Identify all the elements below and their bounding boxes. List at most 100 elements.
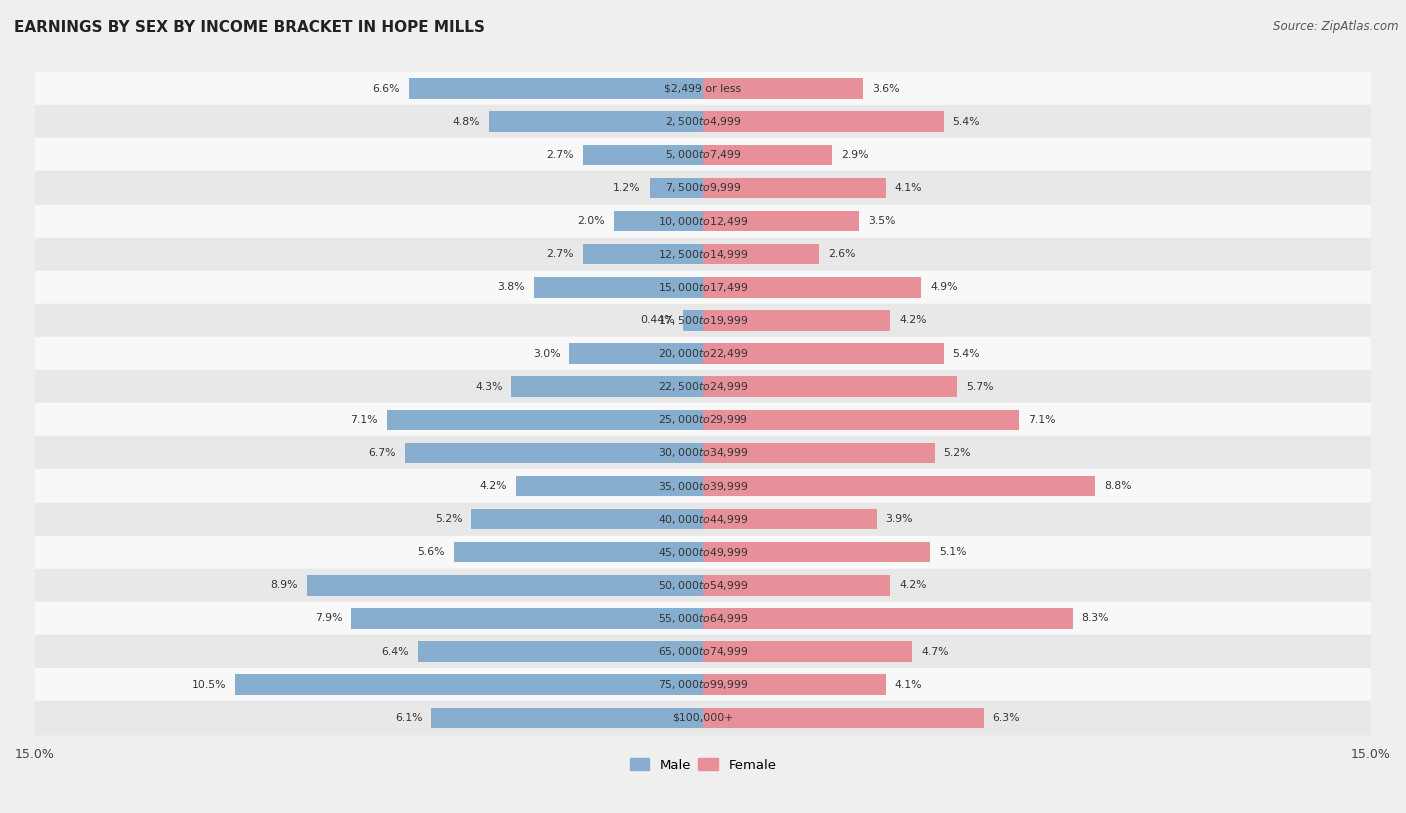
- Text: EARNINGS BY SEX BY INCOME BRACKET IN HOPE MILLS: EARNINGS BY SEX BY INCOME BRACKET IN HOP…: [14, 20, 485, 35]
- Text: 8.9%: 8.9%: [270, 580, 298, 590]
- Bar: [35, 72, 1371, 105]
- Bar: [703, 476, 1095, 496]
- Bar: [35, 205, 1371, 237]
- Bar: [703, 244, 818, 264]
- Text: Source: ZipAtlas.com: Source: ZipAtlas.com: [1274, 20, 1399, 33]
- Text: 0.44%: 0.44%: [640, 315, 675, 325]
- Text: $75,000 to $99,999: $75,000 to $99,999: [658, 678, 748, 691]
- Bar: [703, 641, 912, 662]
- Bar: [582, 244, 703, 264]
- Text: $50,000 to $54,999: $50,000 to $54,999: [658, 579, 748, 592]
- Text: $17,500 to $19,999: $17,500 to $19,999: [658, 314, 748, 327]
- Bar: [35, 271, 1371, 304]
- Text: 4.7%: 4.7%: [921, 646, 949, 657]
- Bar: [489, 111, 703, 132]
- Bar: [35, 138, 1371, 172]
- Bar: [35, 337, 1371, 370]
- Text: 8.3%: 8.3%: [1081, 614, 1109, 624]
- Bar: [35, 569, 1371, 602]
- Text: 4.8%: 4.8%: [453, 117, 481, 127]
- Text: 2.9%: 2.9%: [841, 150, 869, 160]
- Bar: [35, 702, 1371, 734]
- Bar: [650, 178, 703, 198]
- Text: $22,500 to $24,999: $22,500 to $24,999: [658, 380, 748, 393]
- Bar: [703, 343, 943, 363]
- Text: 4.1%: 4.1%: [894, 183, 922, 193]
- Bar: [703, 707, 984, 728]
- Text: 5.4%: 5.4%: [952, 349, 980, 359]
- Text: 4.2%: 4.2%: [479, 481, 508, 491]
- Text: 4.2%: 4.2%: [898, 580, 927, 590]
- Text: 6.6%: 6.6%: [373, 84, 401, 93]
- Text: 5.2%: 5.2%: [943, 448, 972, 458]
- Text: 5.6%: 5.6%: [418, 547, 444, 557]
- Bar: [35, 172, 1371, 205]
- Text: 6.4%: 6.4%: [381, 646, 409, 657]
- Text: $40,000 to $44,999: $40,000 to $44,999: [658, 513, 748, 526]
- Bar: [703, 178, 886, 198]
- Text: 6.1%: 6.1%: [395, 713, 422, 723]
- Text: $10,000 to $12,499: $10,000 to $12,499: [658, 215, 748, 228]
- Bar: [35, 536, 1371, 569]
- Text: $45,000 to $49,999: $45,000 to $49,999: [658, 546, 748, 559]
- Text: $65,000 to $74,999: $65,000 to $74,999: [658, 645, 748, 658]
- Text: 4.2%: 4.2%: [898, 315, 927, 325]
- Text: $15,000 to $17,499: $15,000 to $17,499: [658, 280, 748, 293]
- Text: $20,000 to $22,499: $20,000 to $22,499: [658, 347, 748, 360]
- Text: $2,500 to $4,999: $2,500 to $4,999: [665, 115, 741, 128]
- Bar: [614, 211, 703, 232]
- Bar: [454, 542, 703, 563]
- Text: 6.3%: 6.3%: [993, 713, 1019, 723]
- Text: 4.3%: 4.3%: [475, 381, 502, 392]
- Bar: [703, 145, 832, 165]
- Text: 7.1%: 7.1%: [1028, 415, 1056, 424]
- Bar: [352, 608, 703, 628]
- Bar: [35, 105, 1371, 138]
- Text: 5.1%: 5.1%: [939, 547, 966, 557]
- Text: $55,000 to $64,999: $55,000 to $64,999: [658, 612, 748, 625]
- Bar: [512, 376, 703, 397]
- Bar: [35, 668, 1371, 702]
- Text: 7.9%: 7.9%: [315, 614, 342, 624]
- Text: $2,499 or less: $2,499 or less: [665, 84, 741, 93]
- Bar: [35, 469, 1371, 502]
- Bar: [703, 410, 1019, 430]
- Text: 3.6%: 3.6%: [872, 84, 900, 93]
- Bar: [703, 675, 886, 695]
- Text: 2.6%: 2.6%: [828, 250, 855, 259]
- Text: 5.4%: 5.4%: [952, 117, 980, 127]
- Bar: [35, 437, 1371, 469]
- Bar: [569, 343, 703, 363]
- Text: 3.5%: 3.5%: [868, 216, 896, 226]
- Bar: [703, 442, 935, 463]
- Text: 3.0%: 3.0%: [533, 349, 561, 359]
- Bar: [35, 635, 1371, 668]
- Text: 8.8%: 8.8%: [1104, 481, 1132, 491]
- Bar: [35, 370, 1371, 403]
- Bar: [35, 602, 1371, 635]
- Text: 6.7%: 6.7%: [368, 448, 395, 458]
- Text: 3.9%: 3.9%: [886, 514, 912, 524]
- Text: 5.7%: 5.7%: [966, 381, 993, 392]
- Bar: [235, 675, 703, 695]
- Bar: [703, 111, 943, 132]
- Text: 5.2%: 5.2%: [434, 514, 463, 524]
- Bar: [703, 376, 957, 397]
- Bar: [418, 641, 703, 662]
- Bar: [703, 509, 877, 529]
- Bar: [703, 277, 921, 298]
- Bar: [432, 707, 703, 728]
- Bar: [307, 575, 703, 596]
- Bar: [703, 542, 931, 563]
- Text: 2.7%: 2.7%: [547, 250, 574, 259]
- Text: 3.8%: 3.8%: [498, 282, 524, 293]
- Text: 4.1%: 4.1%: [894, 680, 922, 689]
- Bar: [471, 509, 703, 529]
- Bar: [703, 211, 859, 232]
- Bar: [35, 403, 1371, 437]
- Bar: [534, 277, 703, 298]
- Bar: [35, 237, 1371, 271]
- Text: $25,000 to $29,999: $25,000 to $29,999: [658, 413, 748, 426]
- Text: 2.0%: 2.0%: [578, 216, 605, 226]
- Text: $5,000 to $7,499: $5,000 to $7,499: [665, 148, 741, 161]
